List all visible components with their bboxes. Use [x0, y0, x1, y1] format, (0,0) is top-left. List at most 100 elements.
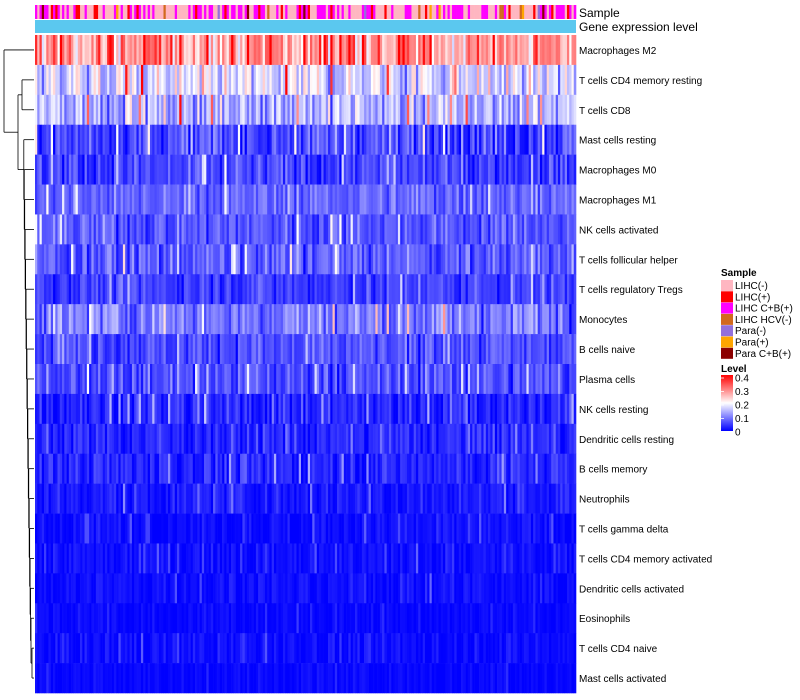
heatmap-cell: [316, 244, 320, 275]
heatmap-cell: [188, 573, 191, 604]
heatmap-cell: [55, 35, 58, 66]
heatmap-cell: [66, 513, 70, 544]
heatmap-cell: [282, 423, 286, 455]
heatmap-cell: [564, 334, 568, 365]
heatmap-cell: [136, 184, 139, 215]
heatmap-cell: [379, 304, 383, 335]
heatmap-cell: [499, 64, 502, 96]
heatmap-cell: [384, 94, 387, 126]
sample-annotation-cell: [109, 5, 112, 19]
heatmap-cell: [438, 573, 442, 604]
heatmap-cell: [564, 453, 568, 484]
heatmap-cell: [499, 573, 502, 604]
heatmap-cell: [282, 603, 286, 634]
heatmap-cell: [55, 513, 58, 544]
heatmap-cell: [443, 304, 446, 335]
heatmap-cell: [406, 423, 410, 455]
heatmap-cell: [422, 423, 426, 455]
heatmap-cell: [546, 393, 550, 425]
heatmap-cell: [57, 214, 61, 245]
heatmap-cell: [431, 214, 435, 245]
heatmap-cell: [393, 304, 396, 335]
heatmap-cell: [276, 304, 279, 335]
sample-annotation-cell: [346, 5, 349, 19]
heatmap-cell: [39, 573, 43, 604]
heatmap-cell: [321, 483, 324, 514]
heatmap-cell: [454, 94, 457, 126]
heatmap-cell: [305, 244, 309, 275]
heatmap-cell: [542, 423, 545, 455]
heatmap-cell: [427, 393, 430, 425]
heatmap-cell: [490, 274, 493, 305]
heatmap-cell: [409, 94, 412, 126]
heatmap-cell: [125, 364, 128, 395]
heatmap-cell: [370, 543, 374, 574]
heatmap-cell: [172, 94, 176, 126]
heatmap-cell: [377, 154, 381, 185]
heatmap-cell: [233, 214, 236, 245]
heatmap-cell: [219, 124, 223, 155]
heatmap-cell: [278, 124, 281, 155]
heatmap-cell: [100, 94, 103, 126]
heatmap-cell: [273, 364, 277, 395]
heatmap-cell: [569, 124, 572, 155]
heatmap-cell: [418, 393, 421, 425]
heatmap-cell: [359, 334, 363, 365]
heatmap-cell: [46, 483, 49, 514]
heatmap-cell: [237, 483, 241, 514]
heatmap-cell: [204, 244, 207, 275]
heatmap-cell: [66, 603, 70, 634]
heatmap-cell: [71, 244, 74, 275]
heatmap-cell: [255, 124, 259, 155]
heatmap-cell: [366, 35, 369, 66]
heatmap-cell: [120, 603, 124, 634]
heatmap-cell: [321, 244, 324, 275]
heatmap-cell: [294, 94, 297, 126]
heatmap-cell: [138, 244, 142, 275]
heatmap-cell: [544, 483, 547, 514]
heatmap-cell: [222, 603, 225, 634]
heatmap-cell: [264, 334, 268, 365]
heatmap-cell: [172, 603, 176, 634]
heatmap-cell: [393, 35, 396, 66]
heatmap-cell: [433, 423, 437, 455]
heatmap-cell: [237, 94, 241, 126]
heatmap-cell: [510, 214, 514, 245]
heatmap-cell: [86, 304, 90, 335]
heatmap-cell: [443, 154, 446, 185]
heatmap-cell: [445, 94, 448, 126]
heatmap-cell: [364, 244, 367, 275]
heatmap-cell: [429, 364, 433, 395]
heatmap-cell: [269, 334, 272, 365]
heatmap-cell: [68, 124, 72, 155]
heatmap-cell: [476, 304, 480, 335]
heatmap-cell: [454, 244, 457, 275]
heatmap-cell: [287, 393, 291, 425]
heatmap-cell: [231, 364, 234, 395]
heatmap-cell: [84, 244, 88, 275]
sample-annotation-cell: [208, 5, 212, 19]
heatmap-cell: [244, 124, 248, 155]
sample-annotation-cell: [143, 5, 146, 19]
heatmap-cell: [44, 35, 47, 66]
heatmap-cell: [569, 364, 572, 395]
heatmap-cell: [89, 603, 92, 634]
sample-annotation-cell: [174, 5, 178, 19]
heatmap-cell: [75, 274, 79, 305]
heatmap-cell: [494, 423, 498, 455]
heatmap-cell: [548, 543, 552, 574]
heatmap-cell: [134, 124, 137, 155]
heatmap-cell: [404, 334, 408, 365]
heatmap-cell: [400, 304, 403, 335]
heatmap-cell: [163, 603, 167, 634]
heatmap-cell: [303, 94, 306, 126]
heatmap-cell: [397, 214, 401, 245]
heatmap-cell: [323, 244, 327, 275]
heatmap-cell: [542, 513, 545, 544]
heatmap-cell: [100, 124, 103, 155]
heatmap-cell: [224, 513, 227, 544]
heatmap-cell: [400, 364, 403, 395]
heatmap-cell: [53, 543, 56, 574]
heatmap-cell: [413, 453, 417, 484]
heatmap-cell: [409, 423, 412, 455]
